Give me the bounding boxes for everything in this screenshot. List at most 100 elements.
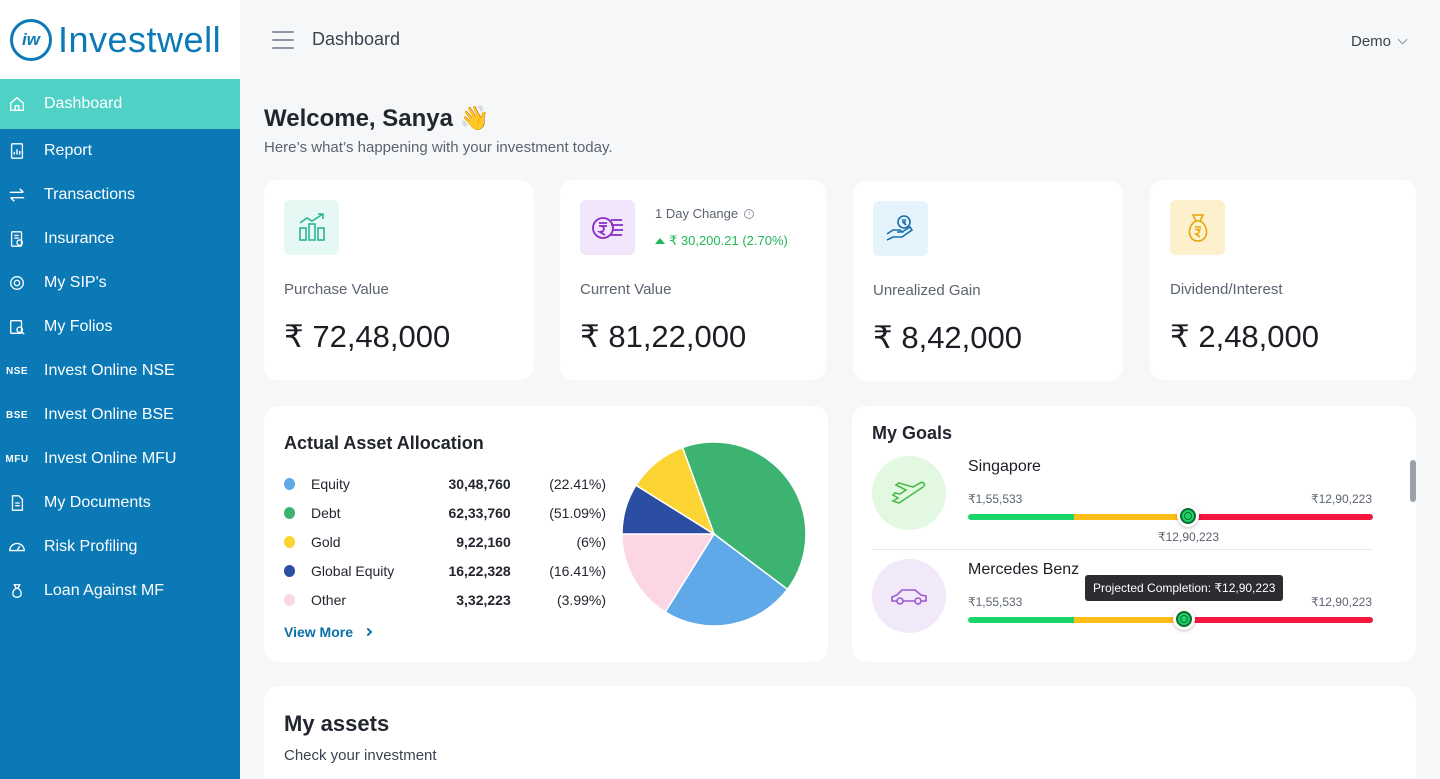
loan-icon [0,582,34,600]
documents-icon [0,494,34,512]
legend-dot [284,506,295,519]
goal-progress-bar [968,514,1373,520]
info-icon[interactable]: i [744,208,755,219]
sidebar-item-label: Loan Against MF [44,582,165,599]
wave-emoji: 👋 [459,105,490,132]
my-goals-card: My Goals Singapore ₹1,55,533 ₹12,90,223 … [852,406,1416,662]
pie-slice-other[interactable] [622,533,716,614]
goals-scrollbar[interactable] [1410,460,1416,502]
dividend-interest-card: Dividend/Interest ₹ 2,48,000 [1150,180,1416,380]
unrealized-gain-icon [873,201,928,256]
welcome-title: Welcome, Sanya [264,105,453,132]
divider [872,549,1373,550]
goal-target-value: ₹12,90,223 [1310,595,1372,609]
home-icon [0,95,34,113]
my-assets-card: My assets Check your investment [264,686,1416,779]
sidebar-item-label: Report [44,142,93,159]
stat-label: Purchase Value [284,281,389,298]
pie-slice-equity[interactable] [664,532,789,627]
app-logo[interactable]: iw Investwell [0,0,240,79]
page-title: Dashboard [312,29,401,49]
logo-text: Investwell [58,18,222,60]
sidebar-item-loan-against-mf[interactable]: Loan Against MF [0,569,240,613]
stat-value: ₹ 8,42,000 [873,320,1023,355]
legend-dot [284,535,295,548]
goal-target-value: ₹12,90,223 [1310,492,1372,506]
allocation-row: Global Equity 16,22,328 (16.41%) [284,556,606,585]
unrealized-gain-card: Unrealized Gain ₹ 8,42,000 [853,181,1123,381]
car-icon [872,559,946,633]
sidebar-item-transactions[interactable]: Transactions [0,173,240,217]
sidebar-item-invest-online-nse[interactable]: NSE Invest Online NSE [0,349,240,393]
sidebar-item-label: Risk Profiling [44,538,138,555]
chevron-down-icon [1397,34,1408,45]
sidebar-item-label: Transactions [44,186,135,203]
airplane-icon [872,456,946,530]
section-subtitle: Check your investment [284,747,437,764]
purchase-value-icon [284,200,339,255]
view-more-link[interactable]: View More [284,624,373,640]
allocation-pie-chart [622,441,807,627]
goal-start-value: ₹1,55,533 [968,492,1023,506]
allocation-row: Equity 30,48,760 (22.41%) [284,469,606,498]
sidebar-item-label: Insurance [44,230,115,247]
sidebar-item-dashboard[interactable]: Dashboard [0,79,240,129]
current-value-card: 1 Day Change i ₹ 30,200.21 (2.70%) Curre… [560,180,826,380]
sidebar-item-risk-profiling[interactable]: Risk Profiling [0,525,240,569]
arrow-up-icon [655,238,665,244]
purchase-value-card: Purchase Value ₹ 72,48,000 [264,180,534,380]
chevron-right-icon [363,627,373,637]
sidebar-item-report[interactable]: Report [0,129,240,173]
asset-allocation-card: Actual Asset Allocation Equity 30,48,760… [264,406,828,662]
risk-profiling-icon [0,538,34,556]
pie-slice-gold[interactable] [634,446,716,536]
user-menu-label: Demo [1350,33,1391,50]
legend-dot [284,564,295,577]
day-change-label: 1 Day Change i [655,206,755,221]
day-change-value: ₹ 30,200.21 (2.70%) [655,233,788,249]
goal-start-value: ₹1,55,533 [968,595,1023,609]
logo-mark: iw [10,18,52,61]
user-menu[interactable]: Demo [1350,33,1408,50]
sidebar-item-invest-online-bse[interactable]: BSE Invest Online BSE [0,393,240,437]
welcome-subtitle: Here’s what’s happening with your invest… [264,139,613,156]
allocation-row: Other 3,32,223 (3.99%) [284,585,606,614]
report-icon [0,142,34,160]
sidebar-item-label: My SIP's [44,274,107,291]
sidebar-item-insurance[interactable]: Insurance [0,217,240,261]
goal-name: Mercedes Benz [968,561,1080,578]
sidebar-item-my-folios[interactable]: My Folios [0,305,240,349]
nse-icon: NSE [5,365,29,377]
goal-name: Singapore [968,458,1041,475]
section-title: Actual Asset Allocation [284,433,484,453]
bse-icon: BSE [5,409,29,421]
legend-dot [284,593,295,606]
transactions-icon [0,186,34,204]
welcome-heading: Welcome, Sanya 👋 [264,104,490,133]
goal-marker-value: ₹12,90,223 [1158,530,1220,544]
sidebar-item-label: My Documents [44,494,151,511]
current-value-icon [580,200,635,255]
sidebar-item-label: Invest Online MFU [44,450,177,467]
sidebar-item-label: My Folios [44,318,113,335]
stat-label: Dividend/Interest [1170,281,1283,298]
folios-icon [0,318,34,336]
sidebar-item-invest-online-mfu[interactable]: MFU Invest Online MFU [0,437,240,481]
sidebar-item-my-sips[interactable]: My SIP's [0,261,240,305]
stat-value: ₹ 81,22,000 [580,319,747,354]
hamburger-menu-icon[interactable] [272,30,294,49]
sidebar-item-label: Invest Online BSE [44,406,174,423]
sidebar: Dashboard Report Transactions Insurance … [0,79,240,779]
stat-label: Unrealized Gain [873,282,981,299]
sidebar-item-label: Invest Online NSE [44,362,175,379]
dividend-icon [1170,200,1225,255]
section-title: My assets [284,711,390,736]
goal-progress-bar [968,617,1373,623]
goal-progress-marker[interactable] [1177,505,1199,527]
section-title: My Goals [872,423,953,443]
legend-dot [284,477,295,490]
goal-progress-marker[interactable] [1173,608,1195,630]
sidebar-item-my-documents[interactable]: My Documents [0,481,240,525]
pie-slice-debt[interactable] [681,441,807,591]
top-bar: Dashboard Demo [240,0,1440,79]
